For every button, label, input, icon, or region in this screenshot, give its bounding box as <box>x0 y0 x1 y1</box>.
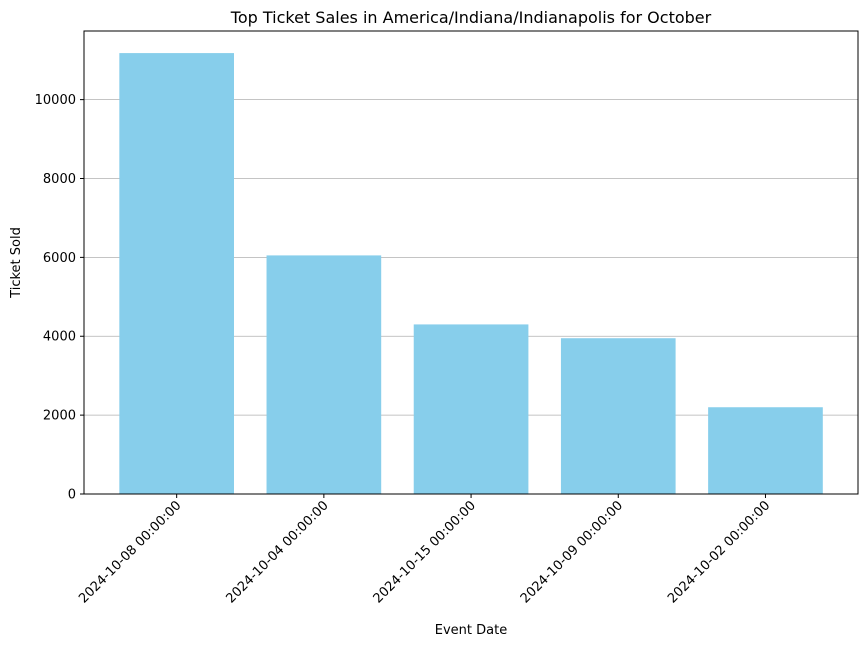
x-axis-label: Event Date <box>435 623 507 638</box>
bar-2 <box>413 324 529 494</box>
bar-0 <box>119 53 234 495</box>
y-tick-label-1: 2000 <box>43 409 76 424</box>
y-axis-ticks: 0 2000 4000 6000 8000 10000 <box>35 93 84 503</box>
y-tick-label-5: 10000 <box>35 93 76 108</box>
y-tick-label-4: 8000 <box>43 172 76 187</box>
bar-3 <box>560 338 676 494</box>
y-axis-label: Ticket Sold <box>9 227 24 299</box>
bar-4 <box>708 407 823 494</box>
y-tick-label-2: 4000 <box>43 330 76 345</box>
bar-1 <box>266 255 382 494</box>
y-tick-label-3: 6000 <box>43 251 76 266</box>
y-tick-label-0: 0 <box>68 488 76 503</box>
chart-title: Top Ticket Sales in America/Indiana/Indi… <box>230 8 712 27</box>
bars <box>119 53 823 495</box>
